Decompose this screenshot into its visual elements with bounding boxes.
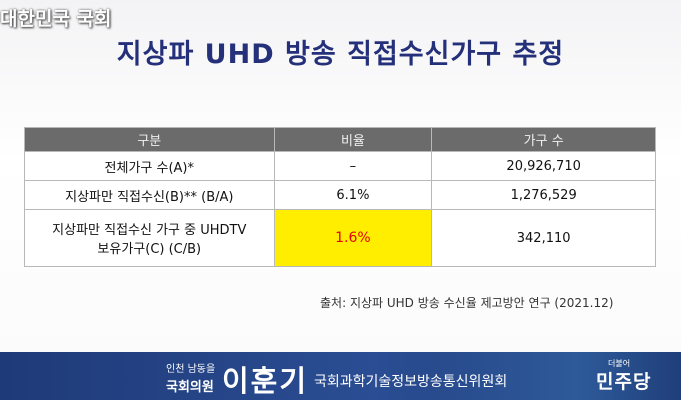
source-citation: 출처: 지상파 UHD 방송 수신율 제고방안 연구 (2021.12)	[320, 296, 614, 310]
row-label-line2: 보유가구(C) (C/B)	[97, 242, 202, 257]
row-ratio: –	[273, 151, 433, 181]
party-name: 민주당	[596, 371, 652, 393]
table-header-row: 구분 비율 가구 수	[24, 127, 656, 152]
data-table: 구분 비율 가구 수 전체가구 수(A)* – 20,926,710 지상파만 …	[24, 127, 656, 267]
row-ratio: 6.1%	[273, 180, 433, 210]
row-households: 20,926,710	[431, 151, 656, 181]
speaker-role: 국회의원	[166, 380, 214, 395]
row-households: 1,276,529	[431, 180, 656, 210]
header-households: 가구 수	[431, 127, 656, 152]
broadcaster-logo: 대한민국 국회	[0, 8, 112, 30]
row-label: 지상파만 직접수신 가구 중 UHDTV 보유가구(C) (C/B)	[24, 209, 275, 267]
row-ratio-highlighted: 1.6%	[273, 209, 433, 267]
header-ratio: 비율	[273, 127, 433, 152]
table-row: 지상파만 직접수신(B)** (B/A) 6.1% 1,276,529	[24, 180, 656, 210]
table-row: 지상파만 직접수신 가구 중 UHDTV 보유가구(C) (C/B) 1.6% …	[24, 209, 656, 267]
speaker-committee: 국회과학기술정보방송통신위원회	[314, 374, 508, 390]
table-row: 전체가구 수(A)* – 20,926,710	[24, 151, 656, 181]
speaker-name: 이훈기	[222, 364, 309, 398]
party-logo: 더불어 민주당	[592, 358, 672, 396]
row-label: 지상파만 직접수신(B)** (B/A)	[24, 180, 275, 210]
row-label-line1: 지상파만 직접수신 가구 중 UHDTV	[52, 223, 247, 238]
row-households: 342,110	[431, 209, 656, 267]
banner-ribbon-decoration	[421, 352, 681, 400]
party-logo-small-text: 더불어	[608, 359, 631, 368]
lower-third-banner: 인천 남동을 국회의원 이훈기 국회과학기술정보방송통신위원회 더불어 민주당	[0, 352, 681, 400]
slide-title: 지상파 UHD 방송 직접수신가구 추정	[116, 39, 565, 70]
row-label: 전체가구 수(A)*	[24, 151, 275, 181]
header-category: 구분	[24, 127, 275, 152]
speaker-district: 인천 남동을	[166, 364, 216, 375]
